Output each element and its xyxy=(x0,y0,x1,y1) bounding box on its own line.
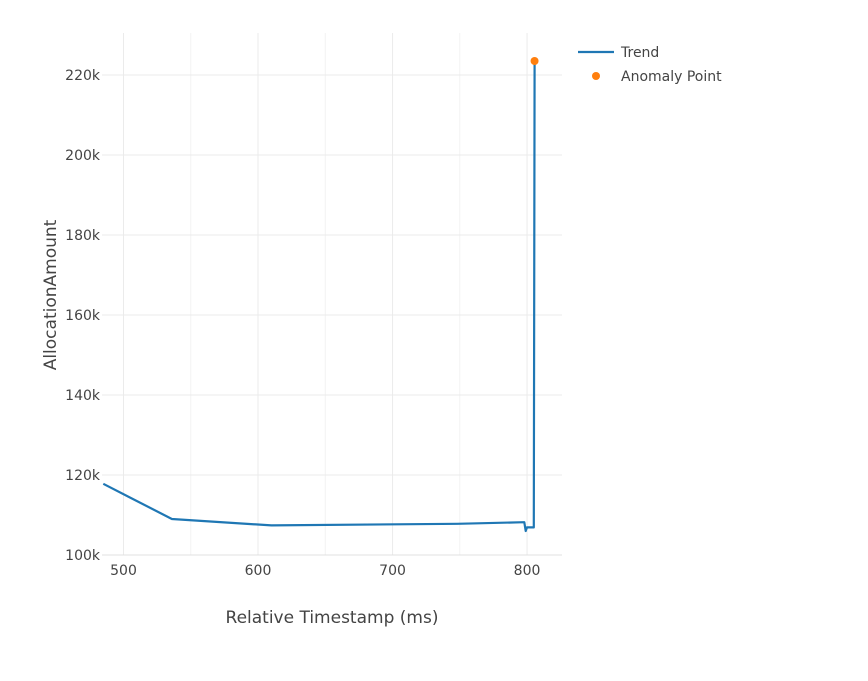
plot-area xyxy=(102,57,539,533)
x-tick-label: 700 xyxy=(379,563,406,579)
x-axis-title: Relative Timestamp (ms) xyxy=(226,608,439,628)
legend-marker-swatch xyxy=(592,72,600,80)
y-tick-label: 200k xyxy=(65,148,101,164)
y-tick-label: 160k xyxy=(65,308,101,324)
x-tick-labels: 500 600 700 800 xyxy=(110,563,540,579)
legend-item-anomaly-point[interactable]: Anomaly Point xyxy=(592,69,722,85)
trend-line xyxy=(102,60,536,533)
x-tick-label: 800 xyxy=(514,563,541,579)
legend-label: Trend xyxy=(620,45,659,61)
legend[interactable]: Trend Anomaly Point xyxy=(578,45,722,85)
x-gridlines xyxy=(123,33,528,555)
x-tick-label: 600 xyxy=(245,563,272,579)
anomaly-point-marker xyxy=(530,57,539,65)
y-tick-label: 220k xyxy=(65,68,101,84)
legend-label: Anomaly Point xyxy=(621,69,722,85)
y-tick-label: 140k xyxy=(65,388,101,404)
y-tick-labels: 100k 120k 140k 160k 180k 200k 220k xyxy=(65,68,101,564)
x-tick-label: 500 xyxy=(110,563,137,579)
y-gridlines xyxy=(102,74,562,556)
y-tick-label: 120k xyxy=(65,468,101,484)
legend-item-trend[interactable]: Trend xyxy=(578,45,659,61)
y-tick-label: 100k xyxy=(65,548,101,564)
y-tick-label: 180k xyxy=(65,228,101,244)
y-axis-title: AllocationAmount xyxy=(41,219,61,370)
